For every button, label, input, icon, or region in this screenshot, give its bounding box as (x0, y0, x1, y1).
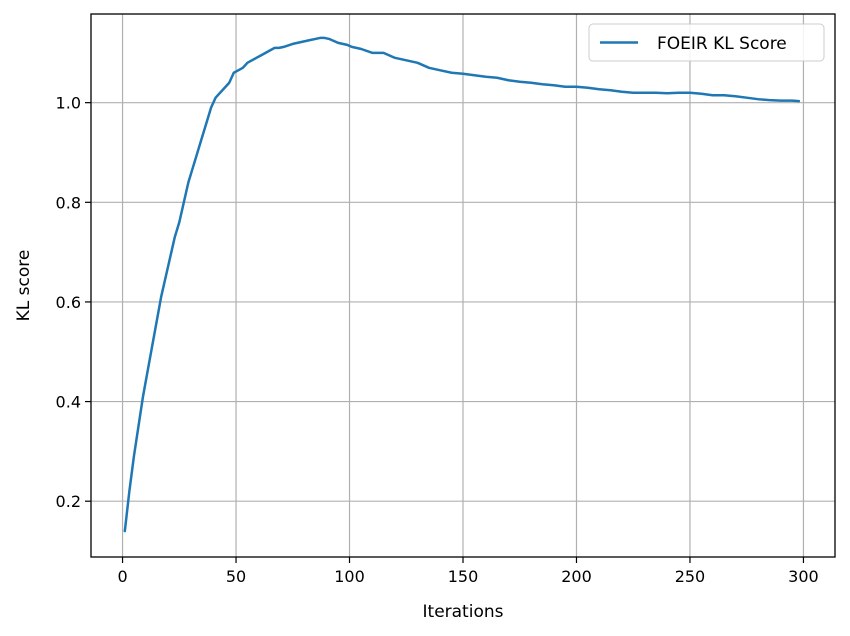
x-tick-label: 250 (675, 567, 706, 586)
legend-label: FOEIR KL Score (657, 34, 787, 54)
x-tick-label: 100 (334, 567, 365, 586)
y-tick-label: 0.6 (56, 293, 81, 312)
y-axis-title: KL score (14, 250, 34, 322)
axis-ticks: 0 50 100 150 200 250 300 0.2 0.4 0.6 0.8 1.0 (56, 94, 819, 586)
y-tick-label: 0.2 (56, 492, 81, 511)
legend: FOEIR KL Score (588, 23, 825, 62)
y-tick-label: 0.4 (56, 393, 81, 412)
legend-box (588, 23, 825, 62)
x-tick-label: 50 (226, 567, 246, 586)
grid-lines (91, 14, 835, 557)
series-layer (123, 36, 801, 533)
y-tick-label: 0.8 (56, 193, 81, 212)
x-tick-label: 200 (561, 567, 592, 586)
x-tick-label: 300 (788, 567, 819, 586)
series-line (123, 36, 801, 533)
y-tick-label: 1.0 (56, 94, 81, 113)
x-tick-label: 0 (117, 567, 127, 586)
x-axis-title: Iterations (423, 602, 504, 622)
x-tick-label: 150 (448, 567, 479, 586)
